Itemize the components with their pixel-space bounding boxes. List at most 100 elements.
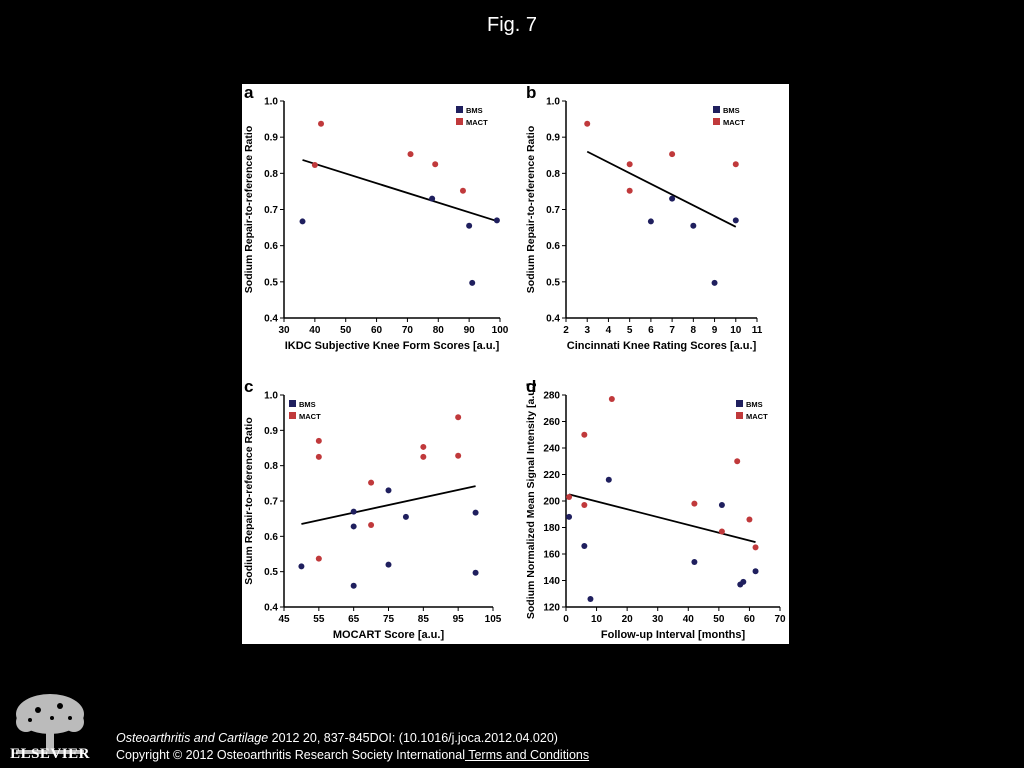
data-point-mact [368, 522, 375, 529]
data-point-bms [472, 509, 479, 516]
data-point-bms [350, 523, 357, 530]
y-tick-label: 0.7 [546, 205, 560, 216]
data-point-mact [626, 161, 633, 168]
legend-label-mact: MACT [746, 412, 768, 421]
y-axis-label: Sodium Repair-to-reference Ratio [525, 126, 537, 293]
data-point-bms [472, 569, 479, 576]
y-tick-label: 1.0 [546, 97, 560, 108]
data-point-bms [587, 596, 594, 603]
figure-panel: 0.4 0.5 0.6 0.7 0.8 0.9 1.0 30 40 50 60 70 80 90 100 IK… [242, 84, 789, 644]
panel-letter: a [244, 84, 254, 102]
panel-letter: d [526, 377, 536, 396]
legend-swatch-mact [713, 118, 720, 125]
figure-title: Fig. 7 [486, 14, 538, 36]
data-point-mact [669, 151, 676, 158]
data-point-mact [420, 443, 427, 450]
y-tick-label: 180 [543, 523, 560, 534]
data-point-mact [368, 479, 375, 486]
elsevier-tree-logo-icon [16, 694, 84, 754]
x-tick-label: 60 [371, 325, 383, 336]
y-tick-label: 0.9 [264, 133, 278, 144]
data-point-bms [298, 563, 305, 570]
chart-panel-d: 120 140 160 180 200 220 240 260 280 0 10 20 30 40 50 60… [525, 377, 786, 641]
panel-letter: b [526, 84, 536, 102]
y-tick-label: 0.6 [264, 241, 278, 252]
data-point-mact [420, 453, 427, 460]
y-tick-label: 200 [543, 497, 560, 508]
legend-swatch-bms [713, 106, 720, 113]
data-point-bms [385, 561, 392, 568]
data-point-bms [469, 279, 476, 286]
x-tick-label: 45 [278, 614, 290, 625]
x-tick-label: 70 [402, 325, 414, 336]
data-point-bms [466, 222, 473, 229]
data-point-mact [311, 162, 318, 169]
x-tick-label: 2 [563, 325, 569, 336]
y-tick-label: 260 [543, 417, 560, 428]
x-tick-label: 9 [712, 325, 718, 336]
x-tick-label: 95 [453, 614, 465, 625]
y-axis-label: Sodium Repair-to-reference Ratio [243, 126, 255, 293]
y-tick-label: 1.0 [264, 391, 278, 402]
data-point-bms [732, 217, 739, 224]
x-tick-label: 10 [730, 325, 742, 336]
data-point-mact [315, 555, 322, 562]
y-tick-label: 0.5 [546, 277, 560, 288]
x-tick-label: 20 [622, 614, 634, 625]
charts-svg: 0.40.50.60.70.80.91.030 40 50 60 70 80 90 100IK… [243, 84, 786, 641]
legend-label-mact: MACT [723, 118, 745, 127]
y-tick-label: 140 [543, 576, 560, 587]
data-point-mact [315, 453, 322, 460]
elsevier-wordmark: ELSEVIER [10, 746, 90, 762]
y-tick-label: 280 [543, 391, 560, 402]
x-tick-label: 7 [669, 325, 675, 336]
data-point-bms [752, 568, 759, 575]
y-tick-label: 1.0 [264, 97, 278, 108]
citation: Osteoarthritis and Cartilage 2012 20, 83… [116, 731, 558, 745]
x-tick-label: 40 [309, 325, 321, 336]
data-point-bms [669, 195, 676, 202]
y-tick-label: 0.4 [546, 314, 560, 325]
x-tick-label: 105 [485, 614, 502, 625]
data-point-bms [740, 578, 747, 585]
x-tick-label: 50 [713, 614, 725, 625]
x-tick-label: 50 [340, 325, 352, 336]
data-point-mact [581, 431, 588, 438]
y-tick-label: 0.4 [264, 603, 278, 614]
trend-line [302, 159, 498, 222]
terms-and-conditions-link[interactable]: Terms and Conditions [464, 748, 590, 762]
data-point-mact [459, 187, 466, 194]
data-point-mact [432, 161, 439, 168]
y-tick-label: 0.6 [546, 241, 560, 252]
x-tick-label: 80 [433, 325, 445, 336]
data-point-bms [385, 487, 392, 494]
x-tick-label: 0 [563, 614, 569, 625]
x-tick-label: 85 [418, 614, 430, 625]
data-point-mact [732, 161, 739, 168]
x-tick-label: 11 [752, 325, 763, 336]
x-axis-label: Cincinnati Knee Rating Scores [a.u.] [567, 340, 757, 352]
legend-label-mact: MACT [466, 118, 488, 127]
data-point-bms [402, 513, 409, 520]
x-tick-label: 90 [464, 325, 476, 336]
y-tick-label: 160 [543, 550, 560, 561]
data-point-bms [711, 279, 718, 286]
data-point-bms [690, 222, 697, 229]
y-tick-label: 220 [543, 470, 560, 481]
panel-letter: c [244, 377, 253, 396]
y-axis-label: Sodium Repair-to-reference Ratio [243, 417, 255, 584]
legend-label-bms: BMS [723, 106, 740, 115]
data-point-bms [299, 218, 306, 225]
x-tick-label: 65 [348, 614, 360, 625]
y-tick-label: 120 [543, 603, 560, 614]
y-tick-label: 0.9 [546, 133, 560, 144]
data-point-bms [647, 218, 654, 225]
chart-panel-b: 0.4 0.5 0.6 0.7 0.8 0.9 1.0 2 3 4 5 6 7 8 9 10 11 Cincinn… [525, 84, 763, 352]
chart-panel-c: 0.4 0.5 0.6 0.7 0.8 0.9 1.0 45 55 65 75 85 95 105 MOCA… [243, 377, 502, 641]
y-tick-label: 0.9 [264, 426, 278, 437]
y-tick-label: 0.8 [546, 169, 560, 180]
data-point-mact [608, 395, 615, 402]
data-point-bms [605, 476, 612, 483]
data-point-bms [429, 195, 436, 202]
x-tick-label: 60 [744, 614, 756, 625]
